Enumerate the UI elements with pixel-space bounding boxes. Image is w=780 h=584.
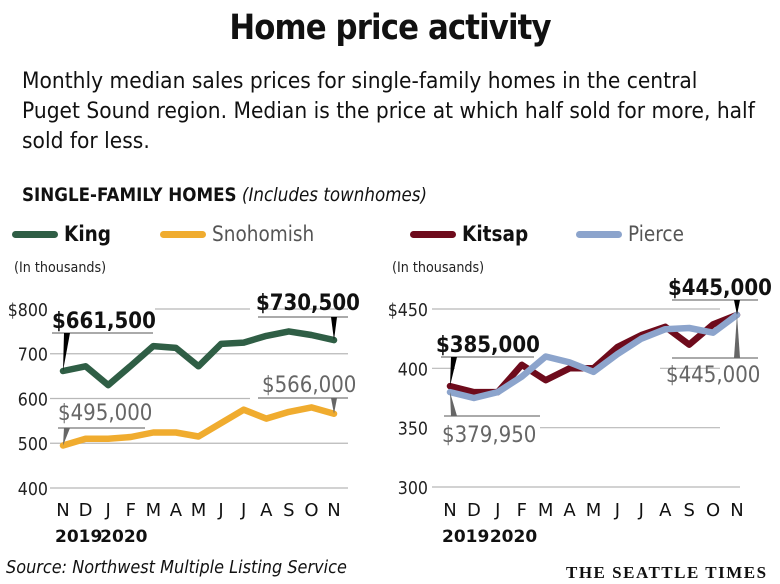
x-tick-label: D	[467, 500, 481, 521]
annotation-label: $730,500	[256, 290, 360, 315]
annotation-pointer	[331, 398, 337, 414]
section-label-bold: SINGLE-FAMILY HOMES	[22, 184, 237, 206]
annotation-label: $566,000	[262, 372, 356, 397]
legend-label-king: King	[64, 222, 112, 246]
y-tick-label: 300	[398, 477, 428, 498]
annotation-label: $385,000	[436, 332, 540, 357]
x-tick-label: N	[730, 500, 743, 521]
annotation-label: $445,000	[666, 362, 760, 387]
annotation-pointer	[734, 300, 740, 315]
legend-swatch-snohomish	[160, 230, 206, 238]
y-tick-label: 400	[18, 478, 48, 499]
legend-item-kitsap: Kitsap	[410, 220, 537, 248]
x-tick-label: A	[170, 500, 183, 521]
section-label: SINGLE-FAMILY HOMES (Includes townhomes)	[22, 184, 427, 206]
annotation-pointer	[331, 317, 337, 341]
x-tick-label: O	[706, 500, 720, 521]
x-tick-label: J	[240, 500, 246, 521]
year-label: 2020	[100, 527, 147, 547]
x-tick-label: M	[146, 500, 162, 521]
x-tick-label: F	[517, 500, 527, 521]
annotation-pointer	[63, 428, 70, 446]
legend-swatch-pierce	[576, 230, 622, 238]
x-tick-label: M	[538, 500, 554, 521]
legend-label-pierce: Pierce	[628, 222, 684, 246]
x-tick-label: J	[217, 500, 223, 521]
year-label: 2019	[55, 527, 102, 547]
legend-swatch-kitsap	[410, 230, 456, 238]
y-tick-label: 400	[398, 358, 428, 379]
x-tick-label: S	[683, 500, 694, 521]
y-tick-label: $800	[8, 299, 48, 320]
y-tick-label: 700	[18, 344, 48, 365]
chart-title: Home price activity	[229, 8, 551, 48]
x-tick-label: J	[638, 500, 644, 521]
legend-item-pierce: Pierce	[576, 220, 692, 248]
annotation-pointer	[450, 357, 457, 387]
annotation-label: $661,500	[52, 308, 156, 333]
annotation-label: $445,000	[668, 275, 772, 300]
y-tick-label: 350	[398, 418, 428, 439]
x-tick-label: J	[494, 500, 500, 521]
left-chart-unit-label: (In thousands)	[14, 260, 107, 276]
y-tick-label: $450	[388, 299, 428, 320]
section-label-italic: (Includes townhomes)	[241, 184, 428, 206]
annotation-pointer	[63, 333, 70, 371]
year-label: 2020	[490, 527, 537, 547]
y-tick-label: 500	[18, 433, 48, 454]
x-tick-label: J	[105, 500, 111, 521]
annotation-pointer	[450, 392, 457, 416]
x-tick-label: N	[56, 500, 69, 521]
y-tick-label: 600	[18, 389, 48, 410]
x-tick-label: D	[79, 500, 93, 521]
legend-swatch-king	[12, 230, 58, 238]
x-tick-label: A	[659, 500, 672, 521]
legend-label-snohomish: Snohomish	[212, 222, 315, 246]
legend-item-king: King	[12, 220, 117, 248]
x-tick-label: O	[304, 500, 318, 521]
x-tick-label: A	[260, 500, 273, 521]
right-chart-unit-label: (In thousands)	[392, 260, 485, 276]
annotation-label: $495,000	[58, 400, 152, 425]
annotation-label: $379,950	[442, 422, 536, 447]
x-tick-label: S	[283, 500, 294, 521]
legend-label-kitsap: Kitsap	[462, 222, 529, 246]
annotation-pointer	[734, 314, 740, 358]
x-tick-label: N	[443, 500, 456, 521]
x-tick-label: M	[191, 500, 207, 521]
x-tick-label: A	[563, 500, 576, 521]
source-note: Source: Northwest Multiple Listing Servi…	[6, 558, 347, 578]
x-tick-label: J	[614, 500, 620, 521]
brand-logo: THE SEATTLE TIMES	[566, 563, 768, 582]
year-label: 2019	[442, 527, 489, 547]
x-tick-label: F	[126, 500, 136, 521]
legend-item-snohomish: Snohomish	[160, 220, 328, 248]
chart-subtitle: Monthly median sales prices for single-f…	[22, 68, 755, 154]
x-tick-label: M	[586, 500, 602, 521]
x-tick-label: N	[327, 500, 340, 521]
